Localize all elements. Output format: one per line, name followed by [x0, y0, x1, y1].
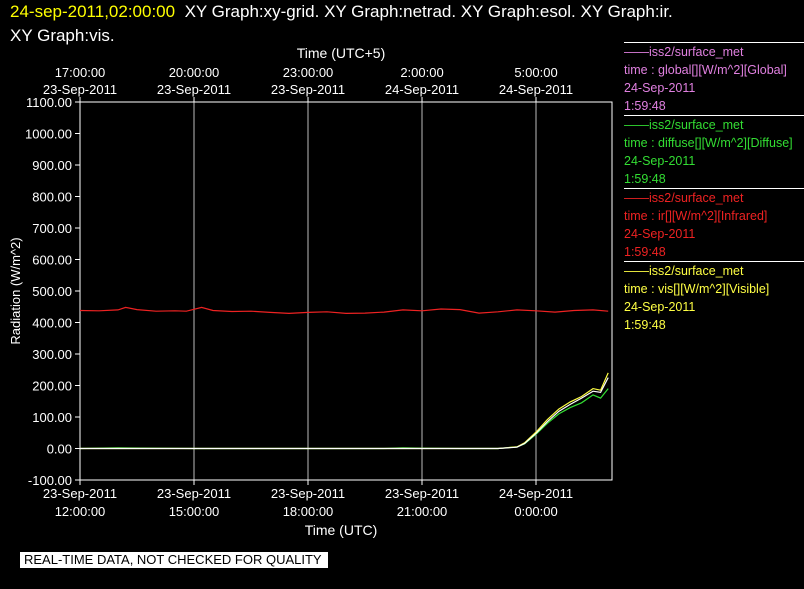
y-tick-label: 1100.00: [26, 95, 72, 110]
x-tick-date: 23-Sep-2011: [43, 486, 117, 501]
x-tick-time: 18:00:00: [283, 504, 334, 519]
radiation-chart: 23-Sep-2011 12:00:00 23-Sep-2011 15:00:00 23…: [8, 45, 613, 538]
axis-labels: 23-Sep-2011 12:00:00 23-Sep-2011 15:00:00 23…: [8, 45, 573, 538]
legend-entry-ir[interactable]: ——iss2/surface_met time : ir[][W/m^2][In…: [624, 188, 804, 261]
top-tick-date: 23-Sep-2011: [43, 82, 117, 97]
legend-date: 24-Sep-2011: [624, 154, 696, 168]
top-tick-date: 23-Sep-2011: [157, 82, 231, 97]
x-tick-time: 15:00:00: [169, 504, 220, 519]
series-line-global: [80, 377, 609, 450]
x-axis-title: Time (UTC): [305, 522, 378, 538]
y-tick-label: 200.00: [32, 379, 72, 394]
y-tick-label: 100.00: [32, 410, 72, 425]
y-tick-label: 1000.00: [25, 127, 72, 142]
series-line-ir: [79, 306, 609, 315]
top-tick-time: 5:00:00: [514, 65, 557, 80]
header-line-1: 24-sep-2011,02:00:00 XY Graph:xy-grid. X…: [10, 2, 673, 22]
top-tick-date: 24-Sep-2011: [385, 82, 459, 97]
legend-line-icon: ——: [624, 45, 649, 59]
legend-entry-diffuse[interactable]: ——iss2/surface_met time : diffuse[][W/m^…: [624, 115, 804, 188]
legend-source: ——iss2/surface_met: [624, 118, 744, 132]
top-tick-time: 17:00:00: [55, 65, 106, 80]
top-axis-title: Time (UTC+5): [297, 45, 386, 61]
y-tick-label: 600.00: [32, 253, 72, 268]
top-tick-date: 24-Sep-2011: [499, 82, 573, 97]
y-axis-title: Radiation (W/m^2): [8, 237, 23, 344]
y-tick-label: 900.00: [32, 158, 72, 173]
quality-notice: REAL-TIME DATA, NOT CHECKED FOR QUALITY: [20, 552, 328, 568]
y-tick-label: 400.00: [32, 316, 72, 331]
legend-source: ——iss2/surface_met: [624, 45, 744, 59]
y-tick-label: 500.00: [32, 284, 72, 299]
legend-line-icon: ——: [624, 264, 649, 278]
legend-time: 1:59:48: [624, 99, 666, 113]
legend-date: 24-Sep-2011: [624, 227, 696, 241]
legend-date: 24-Sep-2011: [624, 300, 696, 314]
legend-time: 1:59:48: [624, 245, 666, 259]
legend-time: 1:59:48: [624, 318, 666, 332]
top-tick-time: 2:00:00: [400, 65, 443, 80]
legend-field: time : global[][W/m^2][Global]: [624, 63, 787, 77]
top-tick-time: 20:00:00: [169, 65, 220, 80]
legend-field: time : ir[][W/m^2][Infrared]: [624, 209, 768, 223]
x-tick-time: 21:00:00: [397, 504, 448, 519]
x-tick-date: 23-Sep-2011: [271, 486, 345, 501]
header-graph-list: XY Graph:xy-grid. XY Graph:netrad. XY Gr…: [184, 2, 673, 21]
header-timestamp: 24-sep-2011,02:00:00: [10, 2, 176, 21]
legend-entry-global[interactable]: ——iss2/surface_met time : global[][W/m^2…: [624, 42, 804, 115]
series-line-vis: [80, 372, 609, 450]
legend-field: time : diffuse[][W/m^2][Diffuse]: [624, 136, 793, 150]
legend-field: time : vis[][W/m^2][Visible]: [624, 282, 770, 296]
top-tick-date: 23-Sep-2011: [271, 82, 345, 97]
grid-lines: [193, 102, 537, 480]
y-tick-label: 800.00: [32, 190, 72, 205]
x-tick-time: 12:00:00: [55, 504, 106, 519]
legend-source: ——iss2/surface_met: [624, 264, 744, 278]
legend-line-icon: ——: [624, 118, 649, 132]
x-tick-time: 0:00:00: [514, 504, 557, 519]
legend: ——iss2/surface_met time : global[][W/m^2…: [624, 42, 804, 334]
legend-date: 24-Sep-2011: [624, 81, 696, 95]
header-line-2: XY Graph:vis.: [10, 26, 115, 45]
y-tick-label: 300.00: [32, 347, 72, 362]
y-tick-label: 700.00: [32, 221, 72, 236]
x-tick-date: 23-Sep-2011: [157, 486, 231, 501]
plot-frame: [79, 101, 613, 481]
legend-entry-vis[interactable]: ——iss2/surface_met time : vis[][W/m^2][V…: [624, 261, 804, 334]
x-tick-date: 24-Sep-2011: [499, 486, 573, 501]
top-tick-time: 23:00:00: [283, 65, 334, 80]
legend-time: 1:59:48: [624, 172, 666, 186]
axes: [75, 97, 613, 485]
y-tick-label: 0.00: [47, 442, 72, 457]
legend-line-icon: ——: [624, 191, 649, 205]
x-tick-date: 23-Sep-2011: [385, 486, 459, 501]
legend-source: ——iss2/surface_met: [624, 191, 744, 205]
y-tick-label: -100.00: [28, 473, 72, 488]
series-lines: [79, 306, 609, 450]
